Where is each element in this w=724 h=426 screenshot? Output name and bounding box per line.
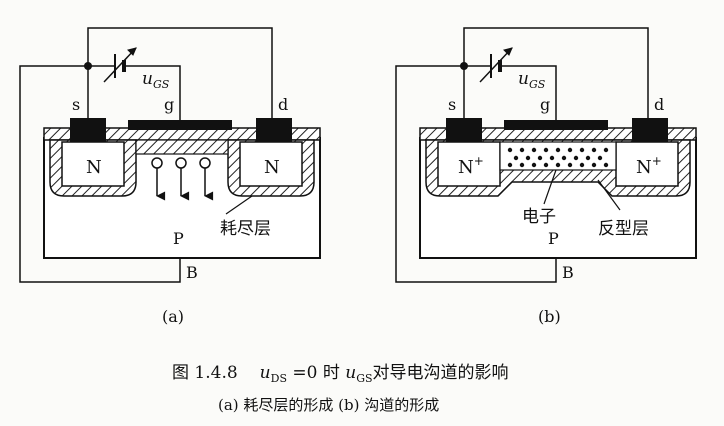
- wires-a: [19, 27, 273, 283]
- battery-a: [103, 47, 137, 83]
- drain-label-b: d: [654, 95, 664, 114]
- substrate-label-b: P: [548, 229, 559, 248]
- junction-node-b: [460, 62, 468, 70]
- drain-contact-b: [632, 118, 668, 142]
- gate-label-a: g: [164, 95, 174, 114]
- inversion-pointer-b: [597, 179, 621, 211]
- electron-label-b: 电子: [522, 207, 556, 227]
- n-region-drain-b: [615, 141, 679, 187]
- battery-b: [479, 47, 513, 83]
- source-label-b: s: [448, 95, 456, 114]
- u-gs-label-b: uGS: [518, 69, 546, 91]
- n-drain-label-a: N: [264, 157, 280, 178]
- electron-pointer-b: [543, 169, 557, 205]
- panel-b: uGS s g d N+ N+ 电子 反型层 P B (b): [395, 27, 697, 326]
- n-drain-label-b: N+: [636, 154, 662, 178]
- source-label-a: s: [72, 95, 80, 114]
- n-region-drain-a: [239, 141, 303, 187]
- hole-arrows-a: [151, 157, 214, 201]
- inversion-label-b: 反型层: [598, 219, 649, 239]
- n-source-label-a: N: [86, 157, 102, 178]
- figure-caption: 图 1.4.8 uDS =0 时 uGS对导电沟道的影响: [172, 363, 509, 385]
- depletion-label-a: 耗尽层: [220, 219, 271, 239]
- wires-b: [395, 27, 649, 283]
- panel-tag-a: (a): [162, 307, 184, 326]
- gate-electrode-a: [128, 120, 232, 130]
- gate-electrode-b: [504, 120, 608, 130]
- bulk-label-a: B: [186, 263, 198, 282]
- source-contact-b: [446, 118, 482, 142]
- drain-label-a: d: [278, 95, 288, 114]
- source-contact-a: [70, 118, 106, 142]
- n-source-label-b: N+: [458, 154, 484, 178]
- depletion-pointer-a: [225, 195, 253, 215]
- bulk-label-b: B: [562, 263, 574, 282]
- gate-label-b: g: [540, 95, 550, 114]
- substrate-label-a: P: [173, 229, 184, 248]
- u-gs-label-a: uGS: [142, 69, 170, 91]
- junction-node-a: [84, 62, 92, 70]
- drain-contact-a: [256, 118, 292, 142]
- panel-a: uGS s g d N N 耗尽层 P B (a): [19, 27, 321, 326]
- depletion-channel-a: [135, 139, 229, 155]
- figure-subcaption: (a) 耗尽层的形成 (b) 沟道的形成: [218, 396, 439, 414]
- electron-dots-b: [507, 147, 609, 168]
- panel-tag-b: (b): [538, 307, 561, 326]
